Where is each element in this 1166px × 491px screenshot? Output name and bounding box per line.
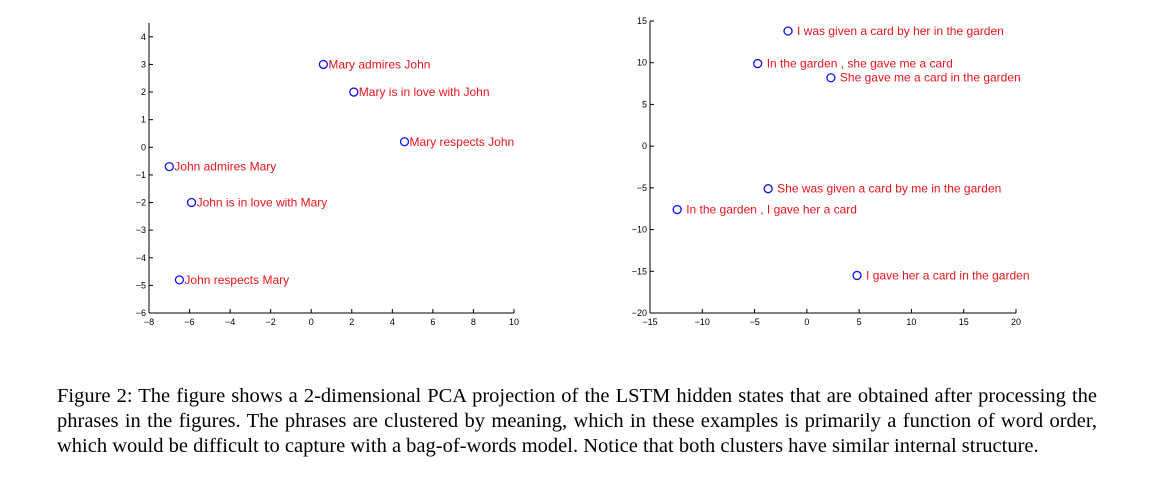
data-point-marker [783, 26, 793, 36]
y-tick-label: −20 [632, 308, 647, 318]
y-tick-label: 0 [141, 142, 146, 152]
data-point-marker [672, 204, 682, 215]
data-point-marker [174, 275, 185, 285]
x-tick-label: 10 [509, 317, 519, 327]
x-tick-label: 2 [349, 317, 354, 327]
x-tick-label: 8 [471, 317, 476, 327]
x-tick-label: 0 [804, 317, 809, 327]
y-tick-label: 0 [642, 141, 647, 151]
x-tick-label: 10 [906, 317, 916, 327]
y-tick-label: 4 [141, 32, 146, 42]
x-tick-label: −6 [184, 317, 194, 327]
data-point-marker [753, 58, 763, 69]
y-tick-label: 5 [642, 99, 647, 109]
data-point-label: In the garden , I gave her a card [686, 203, 857, 217]
y-tick-label: −15 [632, 266, 647, 276]
y-tick-label: −4 [136, 253, 146, 263]
data-point-marker [186, 197, 197, 208]
data-point-marker [763, 184, 773, 194]
y-tick-label: −2 [136, 198, 146, 208]
y-tick-label: 15 [637, 16, 647, 26]
data-point-label: I was given a card by her in the garden [797, 24, 1004, 38]
x-tick-label: 15 [959, 317, 969, 327]
data-point-label: She was given a card by me in the garden [777, 182, 1001, 196]
y-tick-label: −5 [136, 280, 146, 290]
data-point-label: Mary respects John [410, 135, 515, 149]
x-tick-label: −4 [225, 317, 235, 327]
x-tick-label: −10 [695, 317, 710, 327]
data-point-marker [852, 270, 862, 281]
data-point-label: John admires Mary [174, 160, 276, 174]
figure-caption: Figure 2: The figure shows a 2-dimension… [57, 385, 1097, 457]
y-tick-label: −3 [136, 225, 146, 235]
y-tick-label: −6 [136, 308, 146, 318]
data-point-label: John is in love with Mary [197, 196, 328, 210]
x-tick-label: 5 [857, 317, 862, 327]
x-tick-label: 6 [430, 317, 435, 327]
data-point-marker [349, 87, 359, 97]
data-point-label: In the garden , she gave me a card [767, 57, 953, 71]
data-point-label: John respects Mary [184, 273, 289, 287]
data-point-marker [164, 161, 174, 172]
data-point-label: Mary is in love with John [359, 85, 490, 99]
y-tick-label: 2 [141, 87, 146, 97]
y-tick-label: 1 [141, 115, 146, 125]
data-point-marker [399, 137, 410, 147]
x-tick-label: −2 [266, 317, 276, 327]
x-tick-label: 20 [1011, 317, 1021, 327]
y-tick-label: −1 [136, 170, 146, 180]
data-point-marker [826, 73, 836, 83]
y-tick-label: 3 [141, 59, 146, 69]
x-tick-label: −5 [749, 317, 759, 327]
x-tick-label: 4 [390, 317, 395, 327]
data-point-label: I gave her a card in the garden [866, 268, 1029, 282]
data-point-label: She gave me a card in the garden [840, 71, 1021, 85]
x-tick-label: −15 [642, 317, 657, 327]
data-point-marker [318, 59, 329, 70]
x-tick-label: −8 [144, 317, 154, 327]
y-tick-label: −5 [637, 183, 647, 193]
y-tick-label: −10 [632, 225, 647, 235]
y-tick-label: 10 [637, 58, 647, 68]
x-tick-label: 0 [309, 317, 314, 327]
data-point-label: Mary admires John [328, 57, 430, 71]
